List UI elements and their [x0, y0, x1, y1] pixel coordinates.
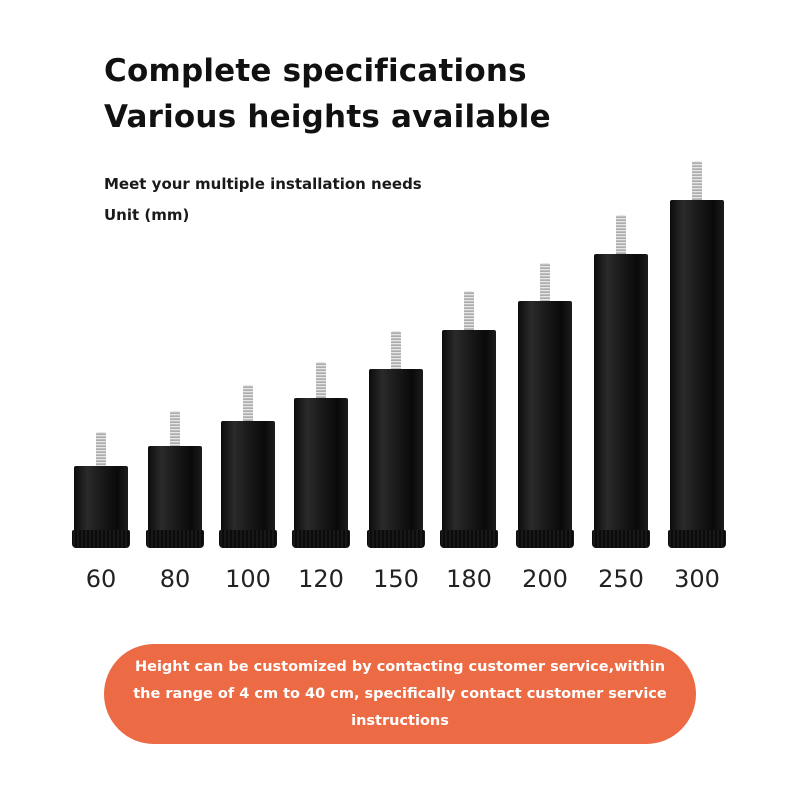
- leg-foot: [146, 530, 204, 548]
- banner-text: Height can be customized by contacting c…: [133, 658, 667, 729]
- unit-note: Unit (mm): [104, 206, 190, 224]
- leg-body: [670, 200, 724, 530]
- size-label: 80: [159, 565, 191, 593]
- threaded-bolt: [316, 362, 326, 398]
- leg-300mm: [668, 0, 726, 560]
- leg-foot: [440, 530, 498, 548]
- leg-100mm: [219, 0, 277, 560]
- leg-body: [294, 398, 348, 530]
- size-label: 150: [373, 565, 419, 593]
- threaded-bolt: [540, 263, 550, 301]
- customization-banner: Height can be customized by contacting c…: [104, 644, 696, 744]
- leg-foot: [292, 530, 350, 548]
- threaded-bolt: [616, 215, 626, 254]
- leg-120mm: [292, 0, 350, 560]
- leg-foot: [219, 530, 277, 548]
- headline: Complete specifications Various heights …: [104, 48, 551, 140]
- size-label: 100: [225, 565, 271, 593]
- size-label: 300: [674, 565, 720, 593]
- leg-foot: [367, 530, 425, 548]
- threaded-bolt: [692, 161, 702, 200]
- leg-body: [221, 421, 275, 530]
- size-label: 180: [446, 565, 492, 593]
- subheadline: Meet your multiple installation needs: [104, 175, 422, 193]
- leg-foot: [72, 530, 130, 548]
- threaded-bolt: [170, 411, 180, 446]
- leg-250mm: [592, 0, 650, 560]
- size-label: 200: [522, 565, 568, 593]
- leg-180mm: [440, 0, 498, 560]
- leg-body: [442, 330, 496, 530]
- leg-150mm: [367, 0, 425, 560]
- leg-foot: [516, 530, 574, 548]
- size-label: 60: [85, 565, 117, 593]
- leg-body: [518, 301, 572, 530]
- size-label: 120: [298, 565, 344, 593]
- leg-body: [74, 466, 128, 530]
- leg-60mm: [72, 0, 130, 560]
- product-lineup: [72, 0, 726, 560]
- leg-body: [148, 446, 202, 530]
- headline-line-2: Various heights available: [104, 99, 551, 135]
- leg-80mm: [146, 0, 204, 560]
- leg-body: [369, 369, 423, 530]
- threaded-bolt: [391, 331, 401, 369]
- headline-line-1: Complete specifications: [104, 53, 527, 89]
- size-label: 250: [598, 565, 644, 593]
- leg-foot: [668, 530, 726, 548]
- threaded-bolt: [96, 432, 106, 466]
- threaded-bolt: [243, 385, 253, 421]
- leg-body: [594, 254, 648, 530]
- threaded-bolt: [464, 291, 474, 330]
- leg-foot: [592, 530, 650, 548]
- leg-200mm: [516, 0, 574, 560]
